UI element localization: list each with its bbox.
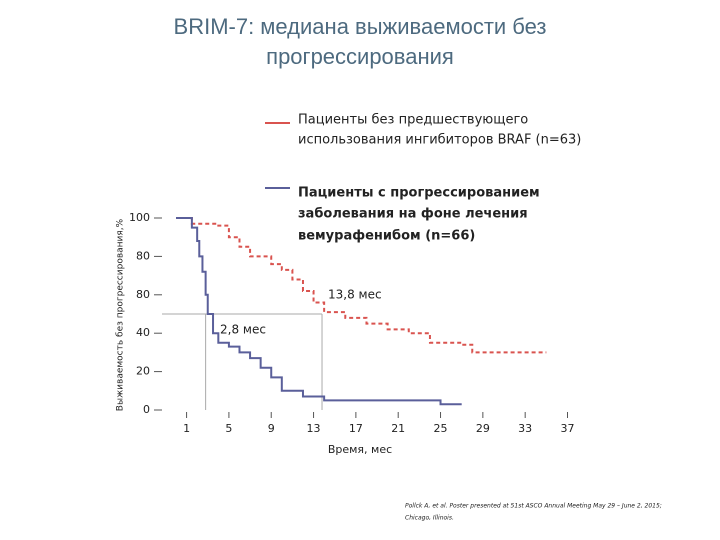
- footnote: Chicago, Illinois.: [405, 515, 454, 522]
- x-tick-label: 29: [476, 422, 490, 435]
- y-tick-label: 100: [129, 211, 150, 224]
- x-tick-label: 1: [183, 422, 190, 435]
- x-tick-label: 13: [307, 422, 321, 435]
- legend-label: вемурафенибом (n=66): [298, 229, 475, 244]
- median-label: 2,8 мес: [220, 323, 266, 337]
- x-axis-label: Время, мес: [328, 443, 392, 456]
- y-tick-label: 40: [136, 326, 150, 339]
- x-tick-label: 33: [518, 422, 532, 435]
- x-tick-label: 21: [391, 422, 405, 435]
- y-tick-label: 0: [143, 403, 150, 416]
- x-tick-label: 17: [349, 422, 363, 435]
- legend-label: Пациенты с прогрессированием: [298, 186, 540, 201]
- footnote: Pollck A, et al. Poster presented at 51s…: [405, 503, 662, 510]
- chart-title: прогрессирования: [266, 44, 454, 69]
- y-tick-label: 80: [136, 249, 150, 262]
- chart-title: BRIM-7: медиана выживаемости без: [174, 14, 547, 39]
- x-tick-label: 5: [225, 422, 232, 435]
- legend-label: Пациенты без предшествующего: [298, 113, 528, 128]
- y-axis-label: Выживаемость без прогрессирования,%: [116, 218, 126, 411]
- y-tick-label: 20: [136, 365, 150, 378]
- km-curve: [176, 217, 547, 354]
- x-tick-label: 25: [434, 422, 448, 435]
- legend-label: заболевания на фоне лечения: [298, 207, 528, 222]
- km-curve: [176, 217, 462, 406]
- y-tick-label: 80: [136, 288, 150, 301]
- x-tick-label: 37: [561, 422, 575, 435]
- legend-label: использования ингибиторов BRAF (n=63): [298, 133, 581, 148]
- x-tick-label: 9: [268, 422, 275, 435]
- median-label: 13,8 мес: [328, 288, 382, 302]
